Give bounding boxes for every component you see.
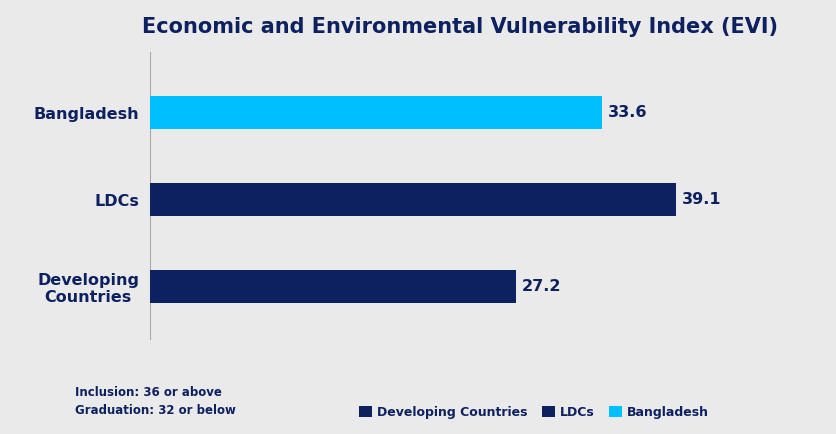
- Bar: [150, 270, 517, 303]
- Title: Economic and Environmental Vulnerability Index (EVI): Economic and Environmental Vulnerability…: [142, 16, 777, 36]
- Text: 39.1: 39.1: [681, 192, 721, 207]
- Bar: [150, 96, 603, 129]
- Text: Inclusion: 36 or above
Graduation: 32 or below: Inclusion: 36 or above Graduation: 32 or…: [75, 386, 236, 417]
- Bar: [150, 183, 676, 216]
- Text: 33.6: 33.6: [608, 105, 647, 120]
- Text: 27.2: 27.2: [522, 279, 561, 294]
- Legend: Developing Countries, LDCs, Bangladesh: Developing Countries, LDCs, Bangladesh: [354, 401, 714, 424]
